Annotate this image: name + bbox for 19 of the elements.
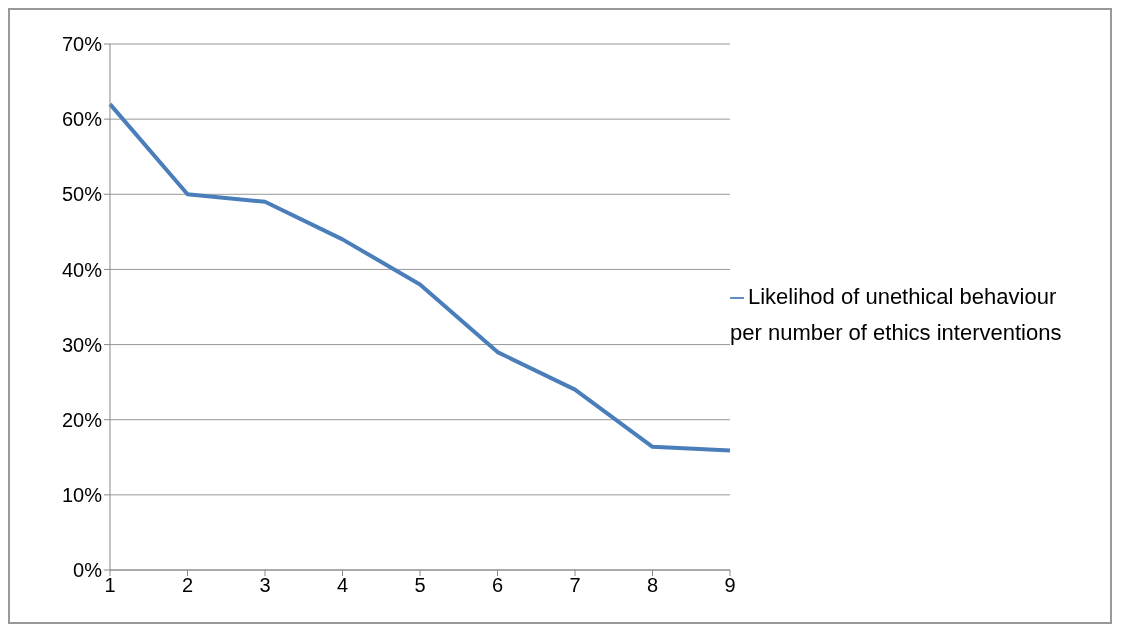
x-tick-label: 1 bbox=[104, 574, 116, 597]
y-tick-label: 20% bbox=[61, 408, 103, 431]
y-tick-label: 10% bbox=[61, 483, 103, 506]
x-tick-label: 2 bbox=[181, 574, 194, 597]
x-tick-label: 6 bbox=[491, 574, 504, 597]
y-tick-label: 50% bbox=[61, 183, 103, 206]
x-tick-label: 8 bbox=[646, 574, 659, 597]
legend-label: Likelihod of unethical behaviour per number of ethics interventions bbox=[730, 284, 1062, 345]
y-tick-label: 30% bbox=[61, 333, 103, 356]
x-tick-label: 9 bbox=[724, 574, 736, 597]
y-tick-label: 0% bbox=[73, 559, 103, 582]
x-tick-label: 5 bbox=[414, 574, 426, 597]
y-tick-label: 40% bbox=[61, 258, 103, 281]
line-series bbox=[108, 102, 732, 453]
y-tick-label: 70% bbox=[61, 33, 103, 56]
x-tick-label: 4 bbox=[336, 574, 349, 597]
x-tick-label: 3 bbox=[259, 574, 271, 597]
x-tick-label: 7 bbox=[569, 574, 581, 597]
y-tick-label: 60% bbox=[61, 108, 103, 131]
